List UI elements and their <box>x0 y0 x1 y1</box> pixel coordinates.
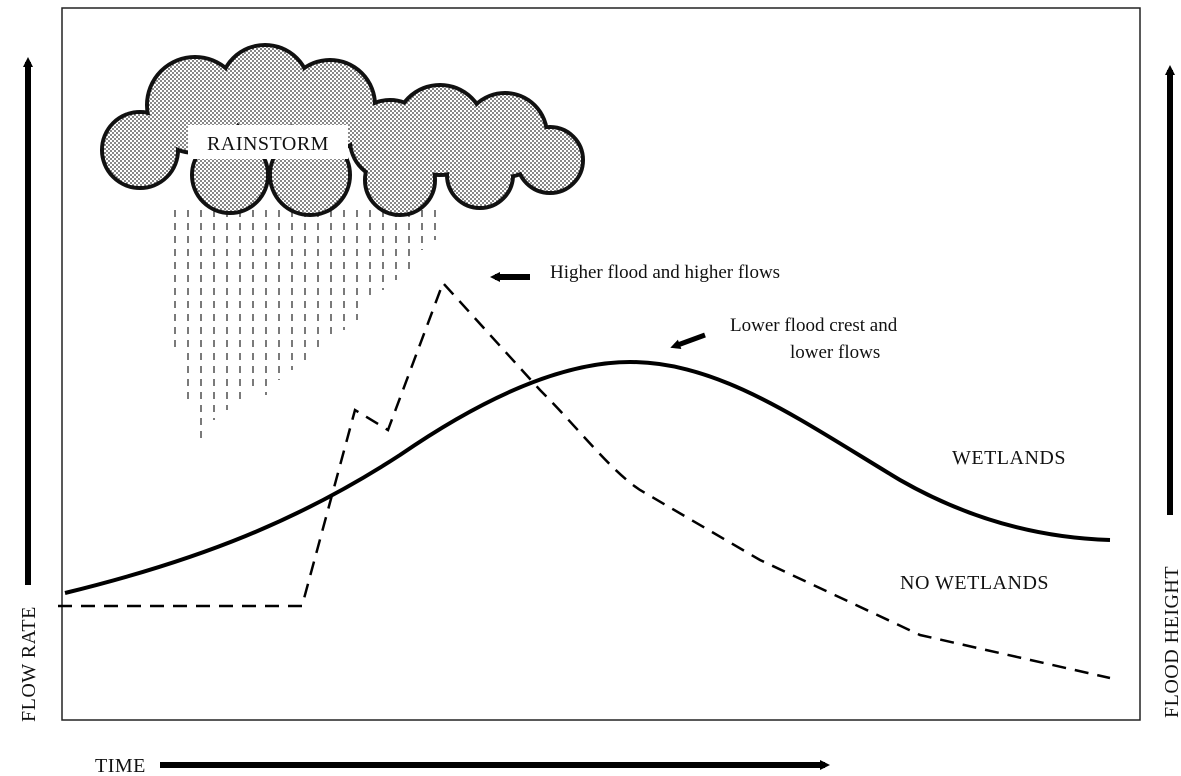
cloud-label: RAINSTORM <box>207 133 329 155</box>
pointer-arrow <box>670 332 706 349</box>
rain <box>174 210 436 440</box>
wetlands-curve <box>64 359 1111 595</box>
frame <box>61 7 1141 721</box>
annotation: lower flows <box>790 342 880 363</box>
annotation: Lower flood crest and <box>730 315 898 336</box>
no-wetlands-curve <box>58 280 1111 680</box>
axis-label: FLOW RATE <box>18 606 40 722</box>
cloud: RAINSTORM <box>100 43 585 217</box>
axis-label: TIME <box>95 755 146 776</box>
annotation: Higher flood and higher flows <box>550 262 780 283</box>
curve-label: NO WETLANDS <box>900 572 1049 594</box>
axis-label: FLOOD HEIGHT <box>1161 566 1181 718</box>
curve-label: WETLANDS <box>952 447 1066 469</box>
